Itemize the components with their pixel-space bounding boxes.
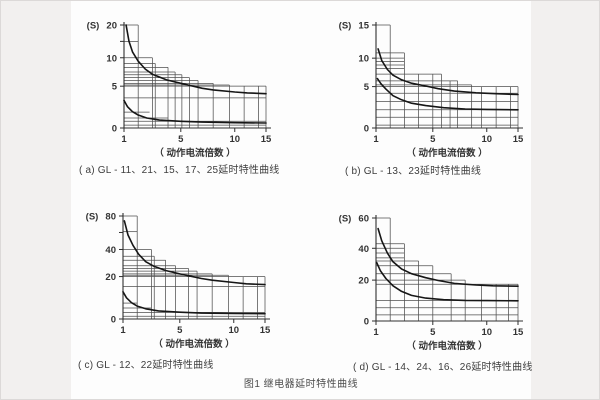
upper-limit-curve bbox=[377, 48, 519, 96]
y-tick-label: 20 bbox=[106, 21, 117, 32]
chart-d: 0 20 40 60 1 5 10 15 (S) （ 动作电流倍数 ） bbox=[331, 208, 543, 360]
x-tick-label: 1 bbox=[121, 134, 127, 145]
y-tick-label: 0 bbox=[364, 124, 369, 135]
x-tick-label: 15 bbox=[261, 134, 272, 145]
y-tick-label: 0 bbox=[112, 124, 117, 135]
x-tick-label: 1 bbox=[373, 327, 379, 338]
upper-limit-curve bbox=[123, 220, 266, 286]
x-tick-label: 5 bbox=[178, 134, 184, 145]
y-tick-label: 20 bbox=[358, 276, 369, 287]
x-tick-label: 5 bbox=[430, 134, 436, 145]
y-tick-label: 40 bbox=[358, 244, 369, 255]
lower-limit-curve bbox=[123, 99, 267, 124]
upper-limit-curve bbox=[377, 227, 519, 287]
x-tick-label: 10 bbox=[228, 325, 239, 336]
lower-limit-curve bbox=[375, 261, 519, 302]
y-tick-label: 15 bbox=[358, 21, 369, 32]
y-axis-unit-label: (S) bbox=[87, 21, 100, 32]
chart-b-title: ( b) GL - 13、23延时特性曲线 bbox=[345, 166, 482, 177]
chart-a: 0 5 10 20 1 5 10 15 (S) （ 动作电流倍数 ） bbox=[79, 15, 291, 167]
y-tick-label: 0 bbox=[111, 315, 116, 326]
y-tick-label: 5 bbox=[364, 82, 370, 93]
y-tick-label: 10 bbox=[358, 54, 369, 65]
x-axis-label: （ 动作电流倍数 ） bbox=[154, 147, 235, 159]
y-tick-label: 80 bbox=[105, 212, 116, 223]
x-tick-label: 10 bbox=[481, 134, 492, 145]
x-tick-label: 1 bbox=[373, 134, 379, 145]
y-tick-label: 40 bbox=[105, 245, 116, 256]
x-tick-label: 10 bbox=[229, 134, 240, 145]
y-tick-label: 60 bbox=[358, 214, 369, 225]
x-tick-label: 5 bbox=[177, 325, 183, 336]
chart-d-title: ( d) GL - 14、24、16、26延时特性曲线 bbox=[353, 362, 533, 373]
x-axis-label: （ 动作电流倍数 ） bbox=[406, 340, 487, 352]
lower-limit-curve bbox=[376, 77, 519, 111]
x-tick-label: 15 bbox=[513, 134, 524, 145]
x-tick-label: 15 bbox=[513, 327, 524, 338]
lower-limit-curve bbox=[122, 291, 266, 315]
x-axis-label: （ 动作电流倍数 ） bbox=[153, 338, 234, 350]
chart-a-title: ( a) GL - 11、21、15、17、25延时特性曲线 bbox=[79, 165, 280, 176]
y-tick-label: 10 bbox=[106, 53, 117, 64]
y-axis-unit-label: (S) bbox=[339, 21, 352, 32]
x-tick-label: 5 bbox=[430, 327, 436, 338]
y-axis-unit-label: (S) bbox=[339, 214, 352, 225]
figure-caption: 图1 继电器延时特性曲线 bbox=[243, 379, 359, 390]
x-axis-label: （ 动作电流倍数 ） bbox=[406, 147, 487, 159]
x-tick-label: 10 bbox=[481, 327, 492, 338]
chart-c-title: ( c) GL - 12、22延时特性曲线 bbox=[78, 360, 214, 371]
x-tick-label: 15 bbox=[260, 325, 271, 336]
y-axis-unit-label: (S) bbox=[86, 212, 99, 223]
upper-limit-curve bbox=[125, 24, 267, 95]
y-tick-label: 20 bbox=[105, 272, 116, 283]
chart-b: 0 5 10 15 1 5 10 15 (S) （ 动作电流倍数 ） bbox=[331, 15, 543, 167]
chart-c: 0 20 40 80 1 5 10 15 (S) （ 动作电流倍数 ） bbox=[78, 206, 290, 358]
y-tick-label: 5 bbox=[112, 82, 118, 93]
x-tick-label: 1 bbox=[120, 325, 126, 336]
y-tick-label: 0 bbox=[364, 317, 369, 328]
